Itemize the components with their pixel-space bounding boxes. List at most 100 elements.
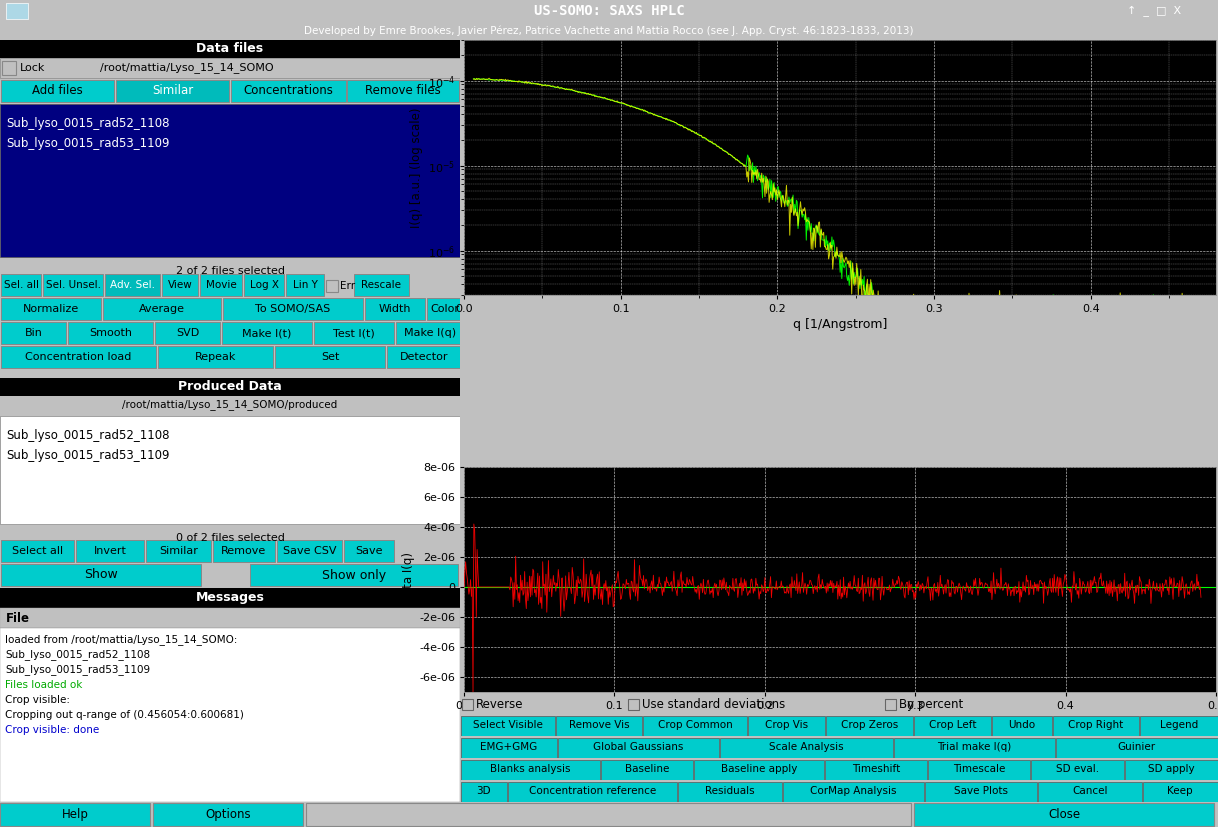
Bar bbox=[0, 803, 150, 826]
Text: Repeak: Repeak bbox=[195, 352, 236, 362]
Bar bbox=[643, 715, 747, 735]
Text: Crop visible: done: Crop visible: done bbox=[5, 725, 99, 735]
Text: Crop Left: Crop Left bbox=[928, 720, 976, 730]
Bar bbox=[276, 540, 342, 562]
Text: Remove Vis: Remove Vis bbox=[569, 720, 630, 730]
Text: Rescale: Rescale bbox=[362, 280, 402, 290]
Bar bbox=[678, 782, 782, 801]
Bar bbox=[0, 378, 460, 396]
Text: /root/mattia/Lyso_15_14_SOMO: /root/mattia/Lyso_15_14_SOMO bbox=[100, 63, 274, 74]
Bar bbox=[924, 782, 1038, 801]
Bar bbox=[1, 80, 114, 102]
Bar bbox=[991, 715, 1052, 735]
Text: Remove files: Remove files bbox=[365, 84, 441, 98]
Bar bbox=[365, 298, 425, 320]
Text: /root/mattia/Lyso_15_14_SOMO/produced: /root/mattia/Lyso_15_14_SOMO/produced bbox=[122, 399, 337, 410]
Text: Timescale: Timescale bbox=[954, 764, 1006, 775]
Bar bbox=[1, 322, 66, 344]
Text: Err: Err bbox=[340, 281, 356, 291]
Bar bbox=[894, 738, 1055, 758]
Bar bbox=[826, 759, 927, 780]
Text: Select Visible: Select Visible bbox=[473, 720, 543, 730]
Text: Help: Help bbox=[62, 808, 89, 821]
Bar bbox=[146, 540, 211, 562]
Bar bbox=[827, 715, 912, 735]
Text: EMG+GMG: EMG+GMG bbox=[480, 743, 537, 753]
Bar bbox=[223, 298, 363, 320]
Text: View: View bbox=[168, 280, 192, 290]
Text: Average: Average bbox=[139, 304, 185, 314]
Bar bbox=[0, 40, 460, 58]
Text: Normalize: Normalize bbox=[23, 304, 79, 314]
Bar bbox=[116, 80, 229, 102]
Text: Reverse: Reverse bbox=[476, 698, 524, 711]
Text: Color: Color bbox=[430, 304, 459, 314]
Bar bbox=[231, 80, 346, 102]
Text: SD eval.: SD eval. bbox=[1056, 764, 1099, 775]
Bar bbox=[326, 280, 339, 292]
Text: 3D: 3D bbox=[476, 786, 491, 796]
Text: SVD: SVD bbox=[175, 328, 199, 338]
Text: Set: Set bbox=[320, 352, 339, 362]
Bar bbox=[387, 346, 462, 368]
Bar bbox=[343, 540, 393, 562]
Bar bbox=[244, 274, 284, 296]
Bar bbox=[0, 628, 460, 802]
Text: Cropping out q-range of (0.456054:0.600681): Cropping out q-range of (0.456054:0.6006… bbox=[5, 710, 244, 720]
Text: Log X: Log X bbox=[250, 280, 279, 290]
Text: Messages: Messages bbox=[196, 591, 264, 605]
Text: Remove: Remove bbox=[222, 546, 267, 556]
Text: Guinier: Guinier bbox=[1118, 743, 1156, 753]
Bar bbox=[162, 274, 199, 296]
Bar bbox=[105, 274, 160, 296]
Text: Make I(t): Make I(t) bbox=[242, 328, 291, 338]
Text: Options: Options bbox=[205, 808, 251, 821]
Text: loaded from /root/mattia/Lyso_15_14_SOMO:: loaded from /root/mattia/Lyso_15_14_SOMO… bbox=[5, 634, 238, 645]
Bar bbox=[460, 715, 555, 735]
Text: Show only: Show only bbox=[322, 568, 386, 581]
Bar bbox=[508, 782, 677, 801]
Text: Sub_lyso_0015_rad53_1109: Sub_lyso_0015_rad53_1109 bbox=[6, 450, 169, 462]
Bar bbox=[0, 104, 460, 257]
Bar bbox=[314, 322, 393, 344]
Text: Cancel: Cancel bbox=[1072, 786, 1108, 796]
Text: Lock: Lock bbox=[19, 63, 45, 73]
Bar bbox=[783, 782, 923, 801]
Text: Sub_lyso_0015_rad52_1108: Sub_lyso_0015_rad52_1108 bbox=[6, 429, 169, 442]
Text: File: File bbox=[6, 611, 30, 624]
X-axis label: q [1/Angstrom]: q [1/Angstrom] bbox=[793, 318, 887, 331]
Text: Concentrations: Concentrations bbox=[244, 84, 334, 98]
Text: Crop Vis: Crop Vis bbox=[765, 720, 809, 730]
Text: Keep: Keep bbox=[1167, 786, 1192, 796]
Text: Concentration reference: Concentration reference bbox=[529, 786, 657, 796]
Bar bbox=[460, 738, 557, 758]
Bar bbox=[720, 738, 893, 758]
Bar bbox=[104, 298, 220, 320]
Bar bbox=[748, 715, 826, 735]
Bar bbox=[928, 759, 1030, 780]
Bar bbox=[1, 274, 41, 296]
Bar bbox=[155, 322, 220, 344]
Bar bbox=[43, 274, 104, 296]
Text: Use standard deviations: Use standard deviations bbox=[642, 698, 786, 711]
Text: US-SOMO: SAXS HPLC: US-SOMO: SAXS HPLC bbox=[533, 4, 685, 18]
Bar bbox=[460, 782, 507, 801]
Bar bbox=[306, 803, 911, 826]
Text: Baseline apply: Baseline apply bbox=[721, 764, 798, 775]
Bar bbox=[2, 61, 16, 75]
Bar bbox=[354, 274, 409, 296]
Bar bbox=[1056, 738, 1218, 758]
Text: Legend: Legend bbox=[1160, 720, 1199, 730]
Bar bbox=[0, 416, 460, 524]
Bar bbox=[914, 803, 1214, 826]
Text: Lin Y: Lin Y bbox=[292, 280, 318, 290]
Text: Sel. Unsel.: Sel. Unsel. bbox=[45, 280, 101, 290]
Text: Save Plots: Save Plots bbox=[954, 786, 1009, 796]
Bar bbox=[460, 759, 600, 780]
Text: Blanks analysis: Blanks analysis bbox=[490, 764, 570, 775]
Text: Sub_lyso_0015_rad52_1108: Sub_lyso_0015_rad52_1108 bbox=[6, 117, 169, 131]
Text: Crop visible:: Crop visible: bbox=[5, 695, 69, 705]
Bar bbox=[462, 699, 473, 710]
Bar bbox=[1125, 759, 1218, 780]
Bar bbox=[428, 298, 463, 320]
